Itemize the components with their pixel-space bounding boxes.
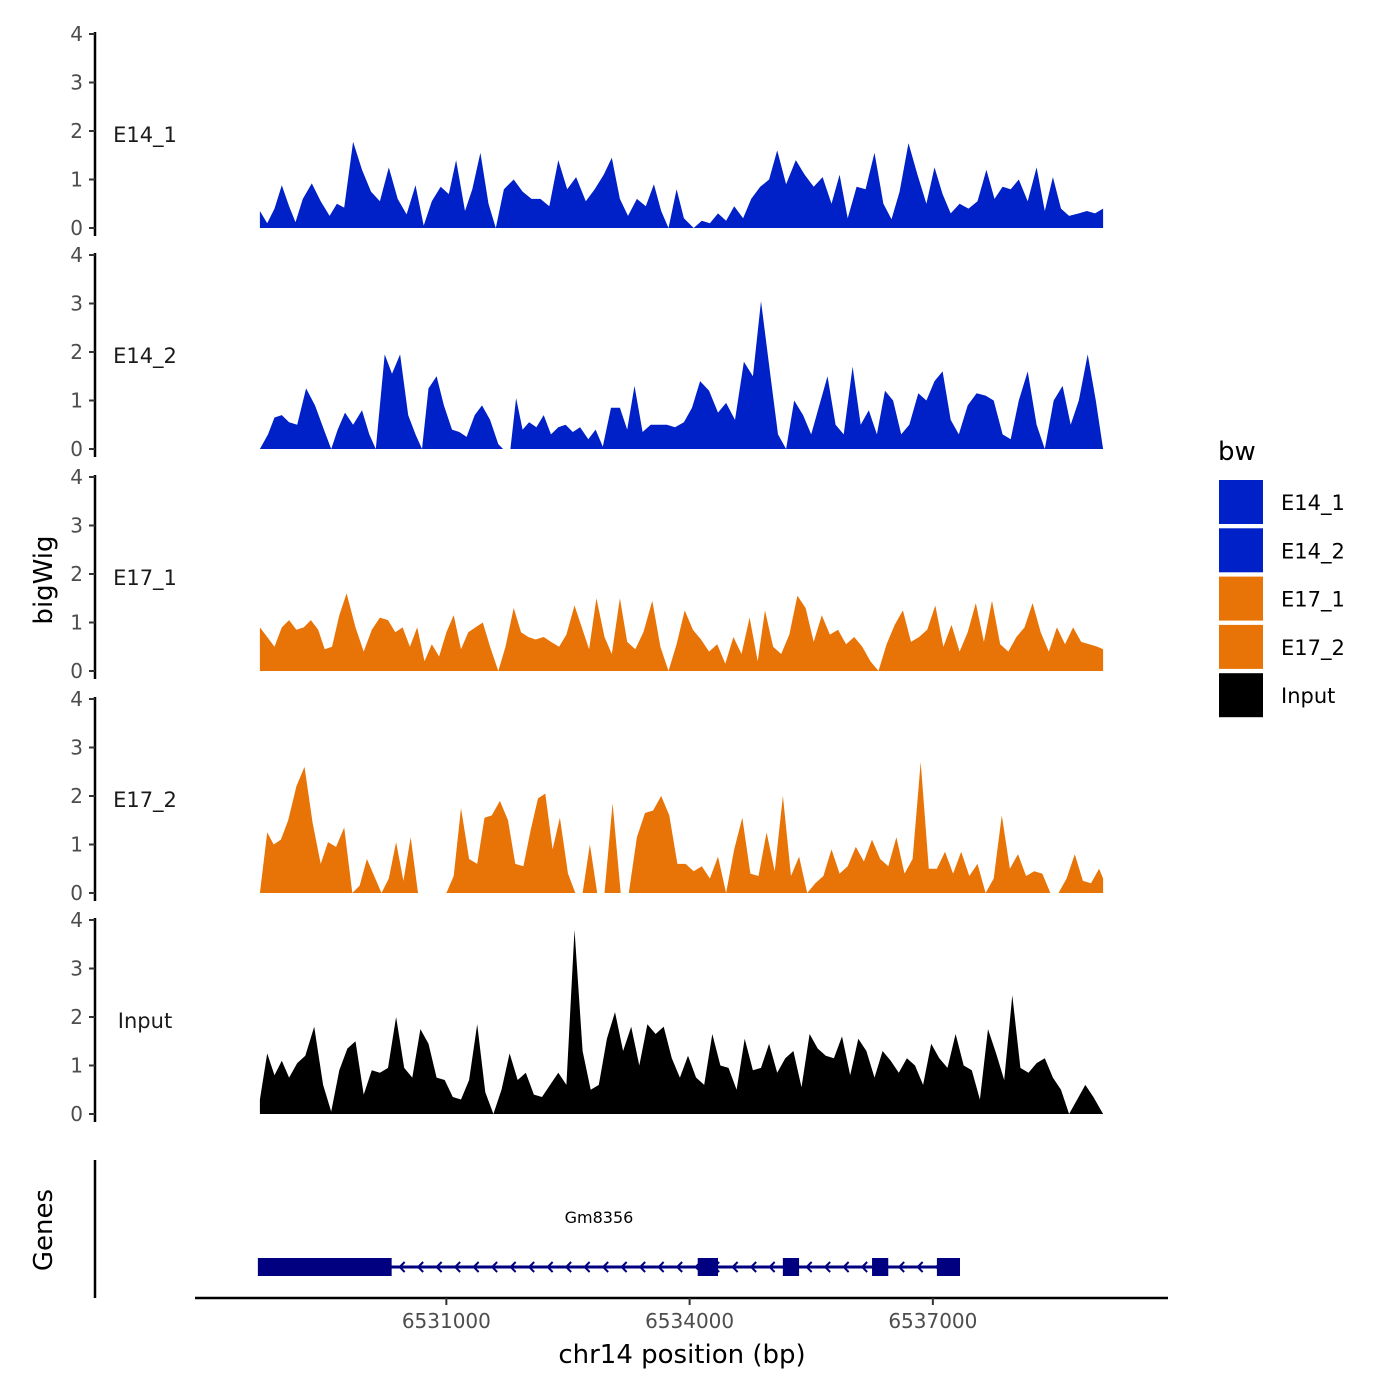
y-tick-label: 3 bbox=[70, 292, 83, 316]
legend-label-E17_1: E17_1 bbox=[1281, 588, 1345, 613]
y-tick-label: 0 bbox=[70, 659, 83, 683]
y-tick-label: 4 bbox=[70, 908, 83, 932]
y-tick-label: 1 bbox=[70, 168, 83, 192]
y-tick-label: 2 bbox=[70, 784, 83, 808]
y-tick-label: 1 bbox=[70, 1054, 83, 1078]
strand-arrow bbox=[675, 1261, 683, 1273]
legend-swatch-E17_1 bbox=[1219, 576, 1263, 621]
strand-arrow bbox=[731, 1261, 739, 1273]
y-axis-title: bigWig bbox=[29, 535, 59, 624]
track-E14_1: 0 1 2 3 4 E14_1 bbox=[70, 22, 1104, 240]
x-axis-title: chr14 position (bp) bbox=[558, 1340, 805, 1370]
strand-arrow bbox=[583, 1261, 591, 1273]
gene-exon bbox=[697, 1258, 718, 1276]
strand-arrow bbox=[916, 1261, 924, 1273]
legend-label-Input: Input bbox=[1281, 684, 1335, 708]
gene-Gm8356: Gm8356 bbox=[257, 1208, 960, 1276]
gene-track: Genes Gm8356 bbox=[29, 1160, 960, 1298]
y-tick-label: 3 bbox=[70, 71, 83, 95]
gene-exon bbox=[782, 1258, 800, 1276]
signal-area-E17_2 bbox=[259, 762, 1104, 893]
track-label: Input bbox=[118, 1009, 172, 1033]
legend-swatch-E14_2 bbox=[1219, 528, 1263, 573]
y-tick-label: 3 bbox=[70, 736, 83, 760]
strand-arrow bbox=[823, 1261, 831, 1273]
y-tick-label: 3 bbox=[70, 514, 83, 538]
y-tick-label: 1 bbox=[70, 833, 83, 857]
y-tick-label: 4 bbox=[70, 22, 83, 46]
track-label: E17_2 bbox=[113, 788, 177, 813]
y-tick-label: 0 bbox=[70, 437, 83, 461]
y-tick-label: 0 bbox=[70, 881, 83, 905]
x-tick-label: 6537000 bbox=[888, 1309, 977, 1333]
y-tick-label: 3 bbox=[70, 957, 83, 981]
y-tick-label: 2 bbox=[70, 340, 83, 364]
y-tick-label: 0 bbox=[70, 1102, 83, 1126]
y-tick-label: 2 bbox=[70, 119, 83, 143]
strand-arrow bbox=[472, 1261, 480, 1273]
legend-label-E17_2: E17_2 bbox=[1281, 636, 1345, 661]
strand-arrow bbox=[564, 1261, 572, 1273]
strand-arrow bbox=[860, 1261, 868, 1273]
strand-arrow bbox=[546, 1261, 554, 1273]
strand-arrow bbox=[601, 1261, 609, 1273]
legend-swatch-E14_1 bbox=[1219, 480, 1263, 524]
strand-arrow bbox=[453, 1261, 461, 1273]
legend-label-E14_2: E14_2 bbox=[1281, 539, 1345, 564]
strand-arrow bbox=[398, 1261, 406, 1273]
gene-exon bbox=[257, 1258, 392, 1276]
legend-title: bw bbox=[1218, 437, 1256, 467]
legend-swatch-Input bbox=[1219, 673, 1263, 718]
signal-area-Input bbox=[259, 929, 1104, 1114]
track-label: E17_1 bbox=[113, 566, 177, 591]
signal-area-E14_2 bbox=[259, 301, 1104, 449]
strand-arrow bbox=[509, 1261, 517, 1273]
track-label: E14_2 bbox=[113, 344, 177, 369]
y-tick-label: 4 bbox=[70, 687, 83, 711]
strand-arrow bbox=[842, 1261, 850, 1273]
strand-arrow bbox=[490, 1261, 498, 1273]
strand-arrow bbox=[416, 1261, 424, 1273]
x-axis: chr14 position (bp) 6531000 6534000 653700… bbox=[195, 1296, 1168, 1370]
legend-swatch-E17_2 bbox=[1219, 624, 1263, 669]
signal-area-E14_1 bbox=[259, 141, 1104, 228]
track-E14_2: 0 1 2 3 4 E14_2 bbox=[70, 243, 1104, 461]
strand-arrow bbox=[620, 1261, 628, 1273]
track-E17_1: 0 1 2 3 4 E17_1 bbox=[70, 465, 1104, 683]
legend-label-E14_1: E14_1 bbox=[1281, 491, 1345, 516]
strand-arrow bbox=[527, 1261, 535, 1273]
y-tick-label: 2 bbox=[70, 562, 83, 586]
y-tick-label: 2 bbox=[70, 1005, 83, 1029]
strand-arrow bbox=[897, 1261, 905, 1273]
track-Input: 0 1 2 3 4 Input bbox=[70, 908, 1104, 1126]
y-tick-label: 4 bbox=[70, 243, 83, 267]
strand-arrow bbox=[638, 1261, 646, 1273]
gene-exon bbox=[936, 1258, 960, 1276]
y-tick-label: 1 bbox=[70, 611, 83, 635]
strand-arrow bbox=[805, 1261, 813, 1273]
signal-area-E17_1 bbox=[259, 593, 1104, 671]
gene-exon bbox=[872, 1258, 889, 1276]
track-E17_2: 0 1 2 3 4 E17_2 bbox=[70, 687, 1104, 905]
strand-arrow bbox=[435, 1261, 443, 1273]
legend: bw E14_1 E14_2 E17_1 E17_2 Input bbox=[1218, 437, 1345, 718]
track-label: E14_1 bbox=[113, 123, 177, 148]
y-tick-label: 4 bbox=[70, 465, 83, 489]
gene-name-label: Gm8356 bbox=[565, 1208, 634, 1227]
strand-arrow bbox=[749, 1261, 757, 1273]
x-tick-label: 6531000 bbox=[402, 1309, 491, 1333]
x-tick-label: 6534000 bbox=[645, 1309, 734, 1333]
y-tick-label: 1 bbox=[70, 389, 83, 413]
strand-arrow bbox=[657, 1261, 665, 1273]
bigwig-tracks: 0 1 2 3 4 E14_1 0 1 2 3 4 E14_2 0 1 2 3 4 E17_1 0 1 2 3 4 E17_2… bbox=[70, 22, 1104, 1126]
strand-arrow bbox=[768, 1261, 776, 1273]
y-tick-label: 0 bbox=[70, 216, 83, 240]
gene-track-title: Genes bbox=[29, 1189, 59, 1271]
